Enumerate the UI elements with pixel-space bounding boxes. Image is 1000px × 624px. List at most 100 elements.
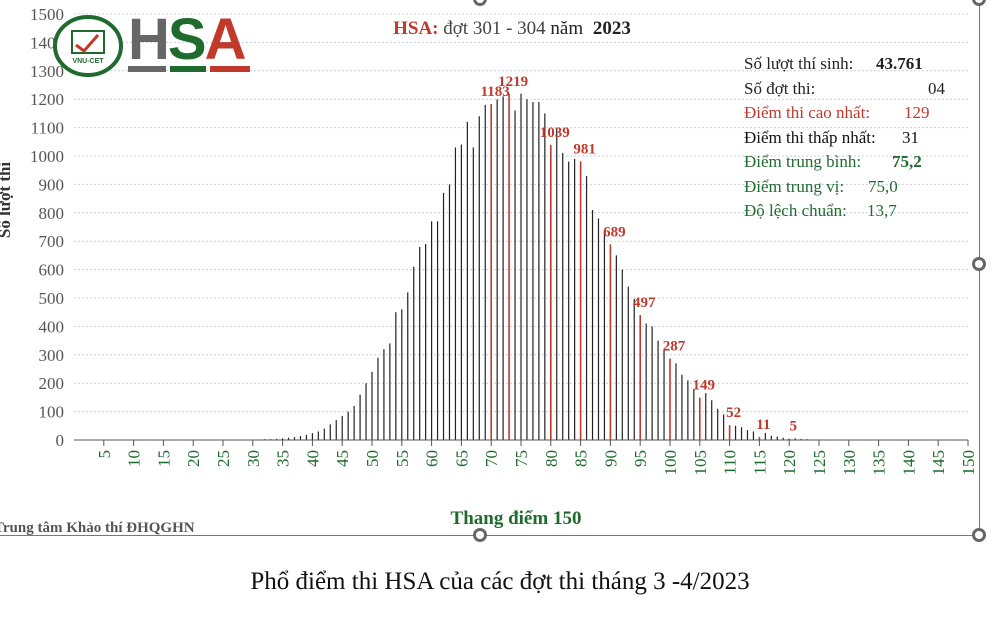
resize-handle-top[interactable]: [473, 0, 487, 6]
resize-handle-bottom[interactable]: [473, 528, 487, 542]
x-tick-label: 85: [572, 450, 591, 467]
y-tick-label: 1500: [30, 5, 64, 24]
stats-label: Điểm trung vị:: [744, 176, 845, 196]
stats-value: 75,0: [868, 176, 898, 196]
stats-row: Điểm trung bình: 75,2: [744, 150, 922, 175]
data-label: 1219: [498, 74, 528, 90]
title-middle: đợt 301 - 304: [443, 18, 550, 39]
stats-label: Điểm thi thấp nhất:: [744, 127, 876, 147]
hsa-logo-s: S: [167, 7, 207, 72]
y-tick-label: 900: [39, 175, 65, 194]
x-tick-label: 35: [274, 450, 293, 467]
y-tick-label: 500: [39, 289, 65, 308]
x-tick-label: 150: [959, 450, 978, 476]
data-label: 1039: [540, 125, 570, 141]
data-label: 1183: [481, 84, 510, 100]
x-tick-label: 60: [423, 450, 442, 467]
stats-label: Độ lệch chuẩn:: [744, 201, 847, 220]
stats-value: 13,7: [867, 201, 897, 220]
data-label: 981: [573, 141, 596, 157]
data-label: 689: [603, 224, 626, 240]
y-tick-label: 1100: [31, 119, 64, 138]
x-tick-label: 15: [154, 450, 173, 467]
y-tick-label: 200: [39, 374, 65, 393]
y-tick-label: 1300: [30, 62, 64, 81]
y-tick-label: 1200: [30, 90, 64, 109]
chart-title: HSA: đợt 301 - 304 năm 2023: [393, 18, 631, 39]
figure-caption: Phổ điểm thi HSA của các đợt thi tháng 3…: [250, 568, 750, 595]
y-tick-label: 800: [39, 204, 65, 223]
selection-frame-bottom: [0, 535, 980, 536]
y-tick-label: 400: [39, 317, 65, 336]
x-tick-label: 45: [333, 450, 352, 467]
stats-value: 129: [904, 103, 930, 122]
resize-handle-top-right[interactable]: [972, 0, 986, 6]
hsa-logo-a: A: [204, 7, 247, 72]
x-tick-label: 130: [840, 450, 859, 476]
data-label: 287: [663, 338, 686, 354]
data-label: 5: [789, 419, 797, 435]
stats-row: Điểm thi cao nhất: 129: [744, 101, 930, 126]
x-tick-label: 75: [512, 450, 531, 467]
stats-label: Số lượt thí sinh:: [744, 54, 854, 73]
stats-label: Điểm trung bình:: [744, 152, 862, 171]
x-tick-label: 100: [661, 450, 680, 476]
data-label: 52: [726, 405, 741, 421]
y-tick-label: 1000: [30, 147, 64, 166]
x-axis-label: Thang điểm 150: [451, 508, 582, 529]
stats-value: 04: [928, 78, 945, 98]
stats-label: Số đợt thi:: [744, 78, 816, 98]
data-label: 497: [633, 295, 656, 311]
x-tick-label: 20: [184, 450, 203, 467]
x-tick-label: 140: [899, 450, 918, 476]
data-label: 11: [756, 417, 770, 433]
title-year: 2023: [593, 18, 631, 39]
title-nam: năm: [550, 18, 583, 39]
data-label: 149: [693, 378, 716, 394]
x-tick-label: 90: [601, 450, 620, 467]
hsa-logo-text: HSA: [128, 7, 247, 72]
x-tick-label: 110: [721, 450, 740, 475]
x-tick-labels: 5 10 15 20 25 30 35 40 45 50 55 60 65 70 75 80 85 90 95 100…: [95, 440, 978, 476]
hsa-logo-h: H: [128, 7, 170, 72]
score-distribution-chart: 0 100 200 300 400 500 600 700 800 900 1000 1100 1200…: [0, 5, 978, 536]
stats-row: Độ lệch chuẩn: 13,7: [744, 199, 897, 224]
resize-handle-bottom-right[interactable]: [972, 528, 986, 542]
x-tick-label: 50: [363, 450, 382, 467]
x-tick-label: 65: [452, 450, 471, 467]
grid-lines: [74, 13, 968, 413]
stats-row: Điểm thi thấp nhất: 31: [744, 126, 919, 151]
resize-handle-right[interactable]: [972, 257, 986, 271]
y-tick-label: 300: [39, 346, 65, 365]
source-text: Trung tâm Khảo thí ĐHQGHN: [0, 520, 195, 536]
stats-row: Điểm trung vị: 75,0: [744, 175, 898, 200]
stats-value: 43.761: [876, 54, 923, 73]
x-tick-label: 5: [95, 450, 114, 459]
y-tick-label: 100: [39, 403, 65, 422]
x-tick-label: 10: [125, 450, 144, 467]
title-prefix: HSA:: [393, 18, 438, 39]
y-tick-label: 0: [56, 431, 65, 450]
x-tick-label: 70: [482, 450, 501, 467]
hsa-underline-2: [170, 66, 206, 72]
y-tick-label: 700: [39, 232, 65, 251]
x-tick-label: 95: [631, 450, 650, 467]
y-axis-label: Số lượt thi: [0, 162, 14, 239]
x-tick-label: 145: [929, 450, 948, 476]
y-tick-label: 600: [39, 261, 65, 280]
x-tick-label: 30: [244, 450, 263, 467]
x-tick-label: 25: [214, 450, 233, 467]
x-tick-label: 55: [393, 450, 412, 467]
x-tick-label: 135: [870, 450, 889, 476]
logo-badge-text: VNU-CET: [72, 58, 104, 65]
x-tick-label: 40: [303, 450, 322, 467]
stats-value: 75,2: [892, 152, 922, 171]
stats-panel: Số lượt thí sinh: 43.761 Số đợt thi: 04 Điểm…: [744, 52, 945, 224]
stats-row: Số lượt thí sinh: 43.761: [744, 52, 923, 77]
hsa-underline-1: [128, 66, 166, 72]
stats-value: 31: [902, 127, 919, 147]
x-tick-label: 115: [750, 450, 769, 475]
x-tick-label: 105: [691, 450, 710, 476]
y-tick-labels: 0 100 200 300 400 500 600 700 800 900 1000 1100 1200…: [30, 5, 64, 450]
